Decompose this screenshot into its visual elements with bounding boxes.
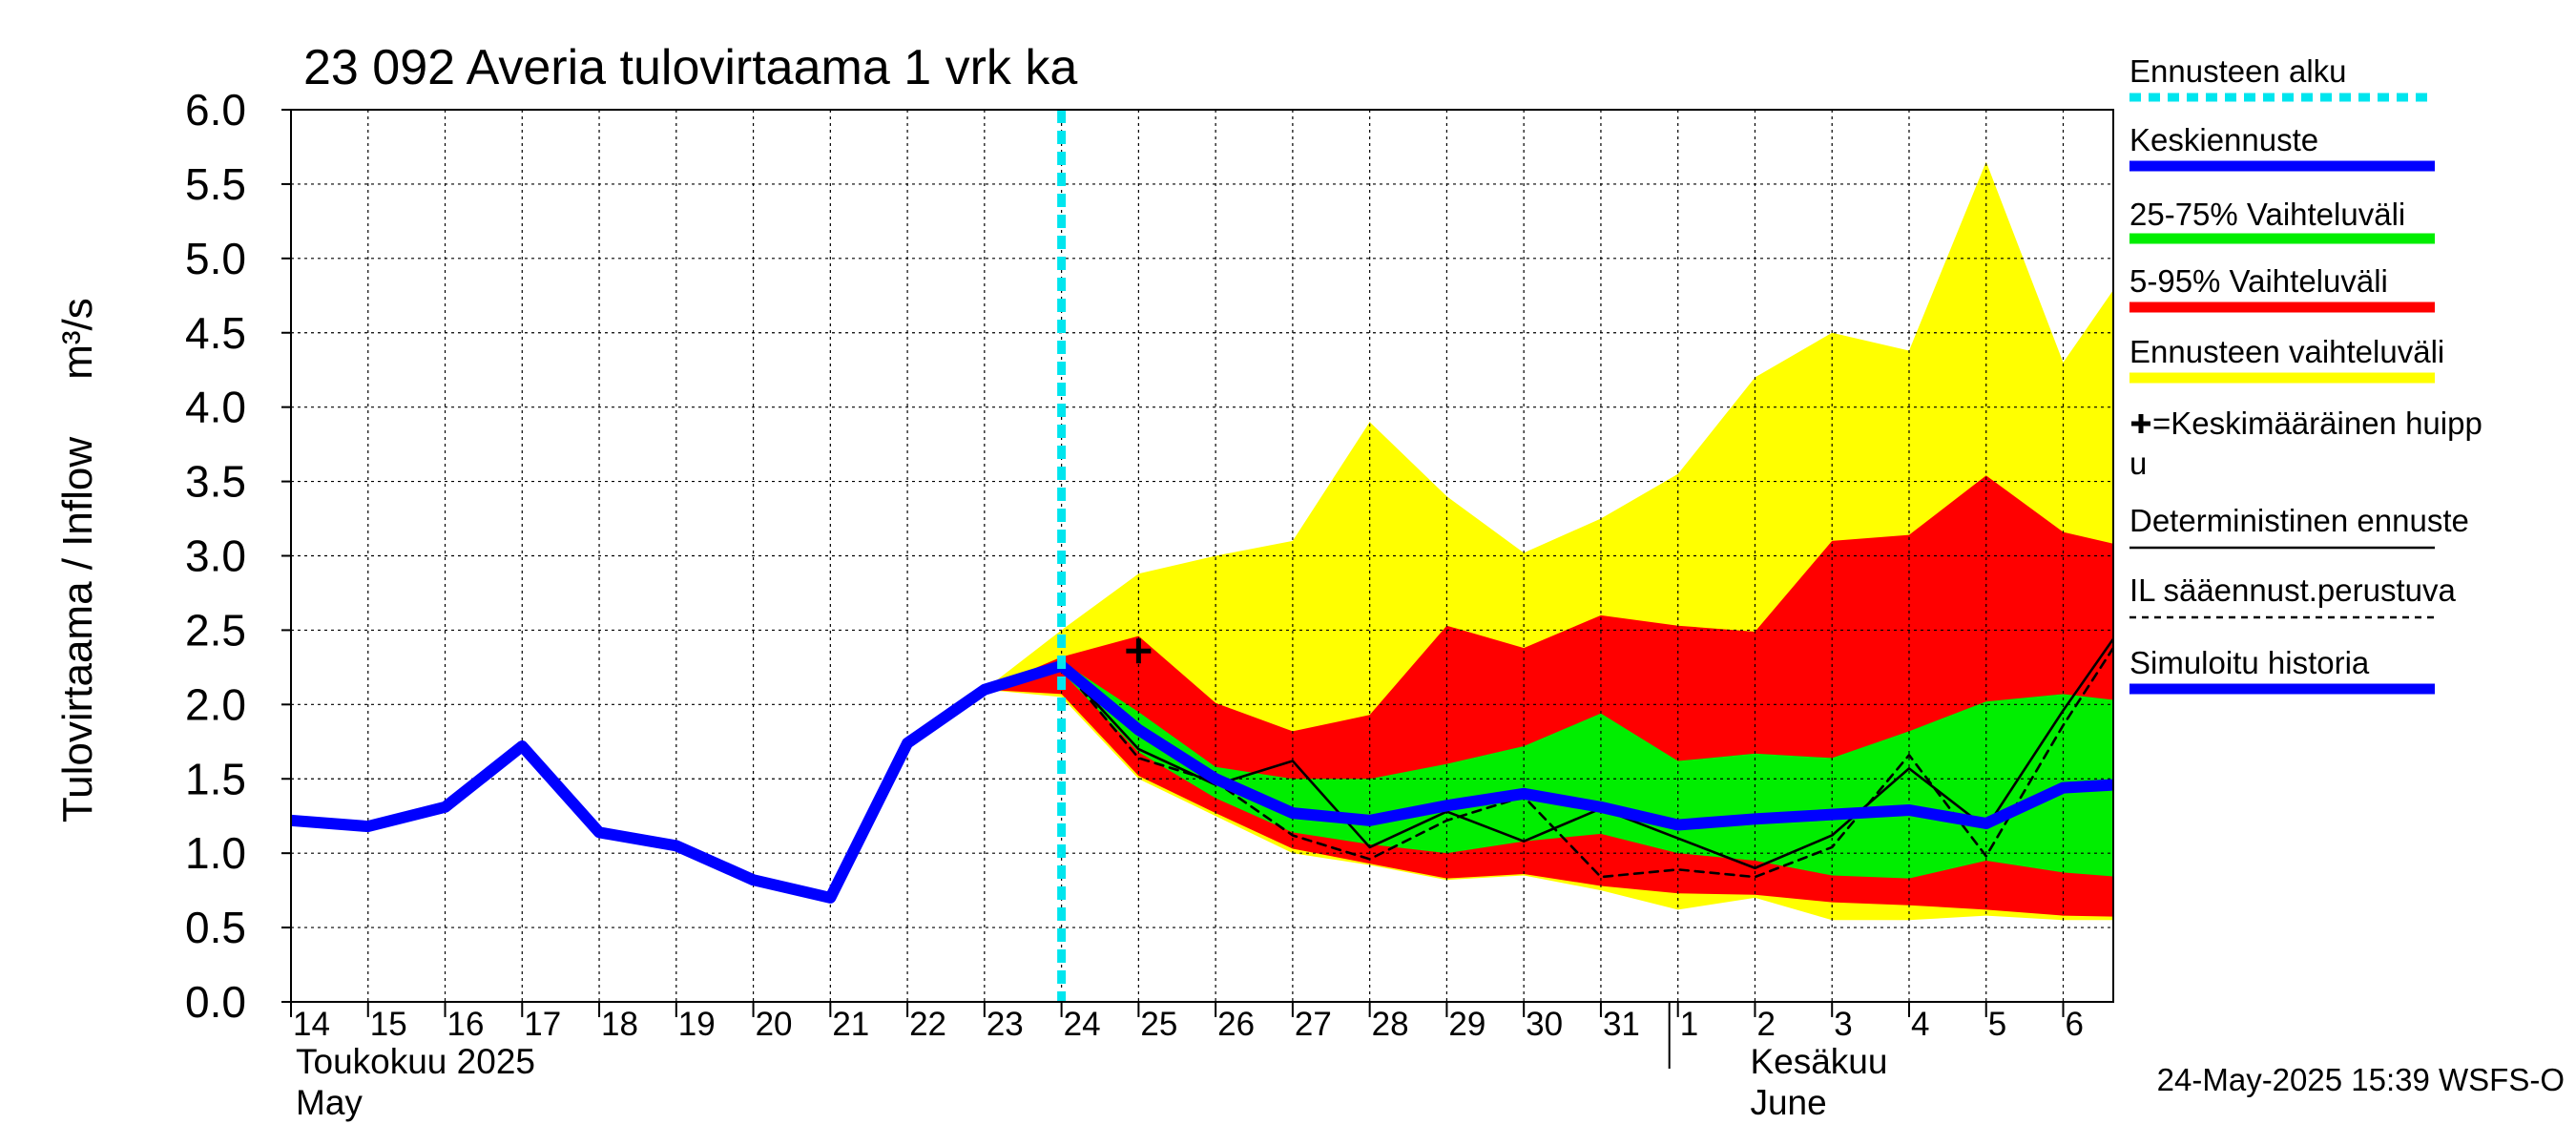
y-tick-label: 5.0: [185, 234, 246, 283]
y-tick-label: 4.5: [185, 308, 246, 358]
legend-label: 25-75% Vaihteluväli: [2129, 197, 2405, 232]
x-tick-label: 17: [524, 1006, 561, 1043]
y-tick-label: 3.0: [185, 531, 246, 581]
y-tick-label: 3.5: [185, 457, 246, 507]
y-tick-label: 4.0: [185, 383, 246, 432]
legend-label-cont: u: [2129, 446, 2147, 481]
series-lines: [291, 110, 2113, 1002]
month-label-fi: Toukokuu 2025: [296, 1042, 535, 1081]
grid: [290, 109, 2113, 1003]
x-tick-label: 25: [1140, 1006, 1177, 1043]
x-tick-label: 15: [370, 1006, 407, 1043]
legend-label: Simuloitu historia: [2129, 645, 2370, 680]
x-tick-label: 23: [987, 1006, 1024, 1043]
y-axis-unit: m³/s: [54, 298, 101, 380]
series-line-0: [291, 659, 1068, 904]
x-axis: 14 15 16 17 18 19 20 21 22 23 24 25 26 27 28 29 30 31 1 2 3 4…: [290, 1002, 2084, 1122]
legend-label: Keskiennuste: [2129, 122, 2318, 157]
peak-marker: [1126, 638, 1152, 664]
x-tick-label: 27: [1295, 1006, 1332, 1043]
legend-item-7: IL sääennust.perustuva: [2129, 572, 2456, 619]
legend-label: Ennusteen vaihteluväli: [2129, 334, 2444, 369]
y-tick-label: 5.5: [185, 159, 246, 209]
series-line-3: [1060, 645, 2113, 879]
x-tick-label: 4: [1911, 1006, 1929, 1043]
legend-item-0: Ennusteen alku: [2129, 53, 2435, 102]
legend-label: Ennusteen alku: [2129, 53, 2347, 89]
x-tick-label: 14: [293, 1006, 330, 1043]
x-tick-label: 22: [909, 1006, 946, 1043]
x-tick-label: 26: [1217, 1006, 1255, 1043]
x-tick-label: 19: [678, 1006, 716, 1043]
x-tick-label: 5: [1988, 1006, 2006, 1043]
y-tick-label: 2.0: [185, 679, 246, 729]
y-tick-label: 6.0: [185, 85, 246, 135]
y-tick-label: 1.0: [185, 828, 246, 878]
legend-label: Deterministinen ennuste: [2129, 503, 2469, 538]
x-tick-label: 31: [1603, 1006, 1640, 1043]
series-line-1: [1055, 659, 2113, 831]
legend-label: =Keskimääräinen huipp: [2152, 406, 2483, 441]
x-tick-label: 3: [1834, 1006, 1852, 1043]
x-tick-label: 21: [832, 1006, 869, 1043]
legend: Ennusteen alku Keskiennuste 25-75% Vaihtel…: [2129, 53, 2483, 695]
x-tick-label: 30: [1526, 1006, 1563, 1043]
month-label-fi: Kesäkuu: [1750, 1042, 1887, 1081]
x-tick-label: 20: [756, 1006, 793, 1043]
x-tick-label: 6: [2066, 1006, 2084, 1043]
chart-title: 23 092 Averia tulovirtaama 1 vrk ka: [303, 40, 1077, 95]
y-tick-label: 2.5: [185, 605, 246, 655]
x-tick-label: 2: [1756, 1006, 1775, 1043]
x-tick-label: 24: [1064, 1006, 1101, 1043]
x-tick-label: 28: [1372, 1006, 1409, 1043]
y-axis-label: Tulovirtaama / Inflow: [54, 437, 101, 823]
x-tick-label: 29: [1448, 1006, 1485, 1043]
legend-item-3: 5-95% Vaihteluväli: [2129, 263, 2435, 313]
legend-item-4: Ennusteen vaihteluväli: [2129, 334, 2444, 384]
legend-label: IL sääennust.perustuva: [2129, 572, 2456, 608]
footer-timestamp: 24-May-2025 15:39 WSFS-O: [2157, 1062, 2565, 1097]
legend-label: 5-95% Vaihteluväli: [2129, 263, 2388, 299]
month-label-en: June: [1750, 1083, 1826, 1122]
legend-item-2: 25-75% Vaihteluväli: [2129, 197, 2435, 244]
x-tick-label: 1: [1680, 1006, 1698, 1043]
x-tick-label: 18: [601, 1006, 638, 1043]
legend-item-8: Simuloitu historia: [2129, 645, 2435, 695]
legend-item-6: Deterministinen ennuste: [2129, 503, 2469, 550]
y-tick-label: 0.5: [185, 903, 246, 952]
y-tick-label: 0.0: [185, 977, 246, 1027]
y-tick-label: 1.5: [185, 754, 246, 803]
x-tick-label: 16: [447, 1006, 485, 1043]
legend-item-1: Keskiennuste: [2129, 122, 2435, 172]
y-axis: 0.0 0.5 1.0 1.5 2.0 2.5 3.0 3.5 4.0 4.5 5.0 5.5 6.0: [185, 85, 291, 1027]
month-label-en: May: [296, 1083, 363, 1122]
